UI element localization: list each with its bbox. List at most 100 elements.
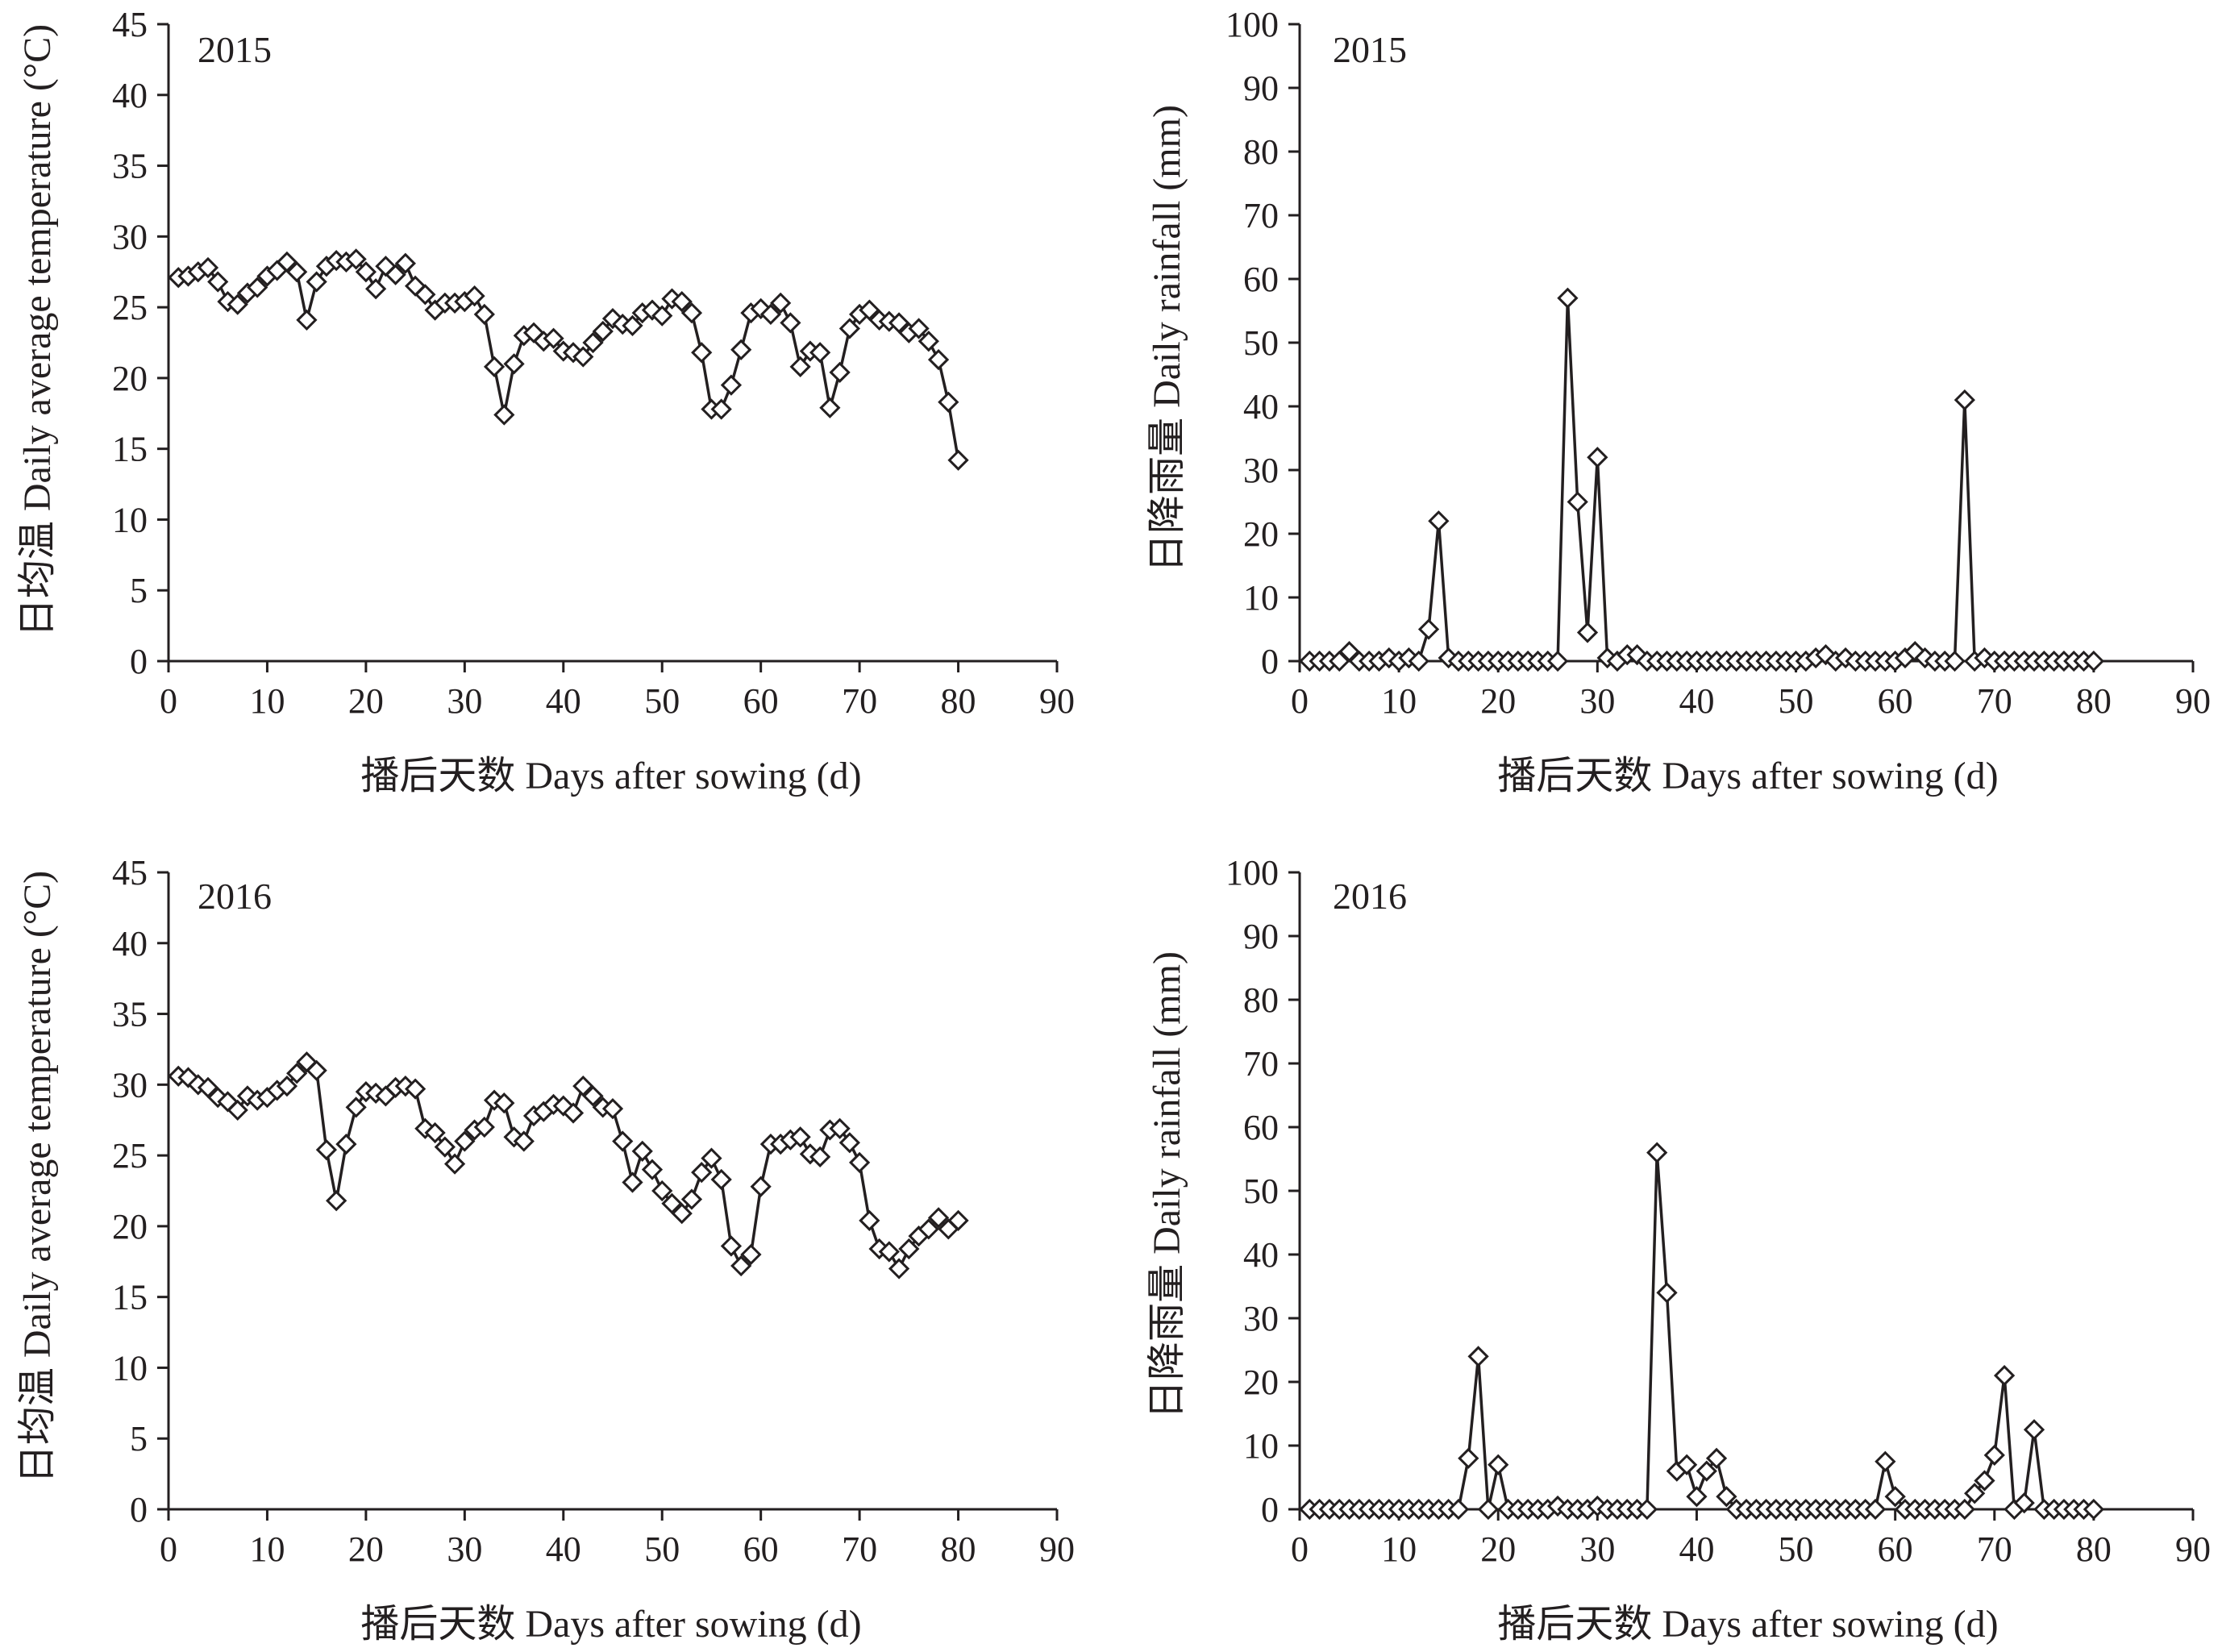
- y-tick-label: 35: [112, 147, 148, 186]
- data-point-marker: [789, 356, 811, 377]
- x-tick-label: 40: [1679, 1529, 1714, 1569]
- data-point-marker: [878, 1241, 900, 1263]
- rainfall-chart-2016: 日降雨量 Daily rainfall (mm) 播后天数 Days after…: [1146, 853, 2211, 1646]
- data-point-marker: [888, 312, 910, 334]
- data-point-marker: [809, 342, 831, 364]
- y-tick-label: 100: [1225, 5, 1279, 44]
- data-point-marker: [247, 277, 268, 298]
- data-point-marker: [582, 331, 604, 354]
- data-point-marker: [227, 1099, 248, 1121]
- data-point-marker: [641, 299, 664, 321]
- y-tick-label: 80: [1243, 980, 1279, 1020]
- x-tick-label: 50: [1779, 1529, 1814, 1569]
- data-point-marker: [750, 1176, 772, 1197]
- data-point-marker: [345, 248, 367, 270]
- x-tick-label: 10: [249, 1529, 285, 1569]
- data-point-marker: [513, 1130, 535, 1152]
- data-point-marker: [1864, 1498, 1887, 1521]
- data-point-marker: [335, 1133, 357, 1155]
- y-tick-label: 30: [112, 1065, 148, 1105]
- data-point-marker: [1993, 1364, 2016, 1387]
- y-tick-label: 25: [112, 1136, 148, 1176]
- x-tick-label: 90: [1039, 1529, 1075, 1569]
- data-point-marker: [543, 327, 564, 349]
- series-line: [1309, 1151, 2094, 1511]
- data-point-marker: [691, 1162, 713, 1184]
- y-tick-label: 60: [1243, 260, 1279, 299]
- data-point-marker: [1467, 1346, 1489, 1367]
- y-tick-label: 20: [112, 359, 148, 398]
- x-tick-label: 10: [1381, 681, 1417, 721]
- data-point-marker: [927, 348, 950, 371]
- y-tick-label: 10: [112, 1348, 148, 1388]
- data-point-marker: [601, 1098, 624, 1120]
- data-point-marker: [2083, 650, 2105, 672]
- y-axis-label: 日降雨量 Daily rainfall (mm): [1146, 951, 1188, 1419]
- x-tick-label: 40: [546, 1529, 581, 1569]
- data-point-marker: [1488, 1454, 1509, 1475]
- x-tick-label: 30: [1579, 1529, 1615, 1569]
- data-point-marker: [1428, 510, 1450, 532]
- y-tick-label: 20: [112, 1207, 148, 1246]
- x-tick-label: 50: [644, 681, 680, 721]
- data-point-marker: [701, 1147, 722, 1169]
- data-point-marker: [829, 1117, 851, 1139]
- data-point-marker: [1686, 1486, 1708, 1508]
- x-tick-label: 70: [1977, 1529, 2012, 1569]
- x-tick-label: 40: [1679, 681, 1714, 721]
- data-point-marker: [197, 1076, 219, 1098]
- y-tick-label: 40: [1243, 1235, 1279, 1275]
- data-point-marker: [454, 1130, 476, 1152]
- data-point-marker: [1338, 641, 1360, 663]
- data-point-marker: [473, 1116, 495, 1138]
- data-point-marker: [562, 1102, 585, 1124]
- x-tick-label: 30: [447, 681, 482, 721]
- x-tick-label: 30: [447, 1529, 482, 1569]
- y-tick-label: 70: [1243, 196, 1279, 235]
- data-point-marker: [1954, 389, 1975, 411]
- data-point-marker: [424, 1121, 446, 1144]
- data-point-marker: [177, 1067, 199, 1088]
- series-line: [177, 1060, 959, 1271]
- data-point-marker: [661, 1192, 683, 1214]
- y-tick-label: 45: [112, 5, 148, 44]
- data-point-marker: [809, 1146, 831, 1167]
- data-point-marker: [740, 1243, 762, 1266]
- data-point-marker: [227, 293, 248, 315]
- data-point-marker: [710, 1168, 732, 1191]
- chart-title-year: 2015: [198, 29, 272, 70]
- data-point-marker: [414, 1117, 436, 1139]
- data-point-marker: [730, 339, 752, 360]
- data-point-marker: [276, 251, 298, 273]
- data-point-marker: [276, 1075, 298, 1097]
- data-point-marker: [1974, 1470, 1995, 1492]
- y-tick-label: 35: [112, 995, 148, 1034]
- y-tick-label: 50: [1243, 323, 1279, 363]
- data-point-marker: [947, 449, 969, 471]
- x-tick-label: 70: [1977, 681, 2012, 721]
- temperature-chart-2016: 日均温 Daily average temperature (°C) 播后天数 …: [16, 853, 1075, 1646]
- data-point-marker: [385, 264, 406, 285]
- data-point-marker: [296, 309, 318, 331]
- data-point-marker: [1716, 1486, 1737, 1508]
- data-point-marker: [680, 302, 703, 324]
- data-point-marker: [306, 1059, 327, 1081]
- y-tick-label: 0: [1261, 642, 1279, 681]
- data-point-marker: [1964, 1483, 1986, 1504]
- data-point-marker: [601, 308, 624, 330]
- x-tick-label: 0: [160, 1529, 177, 1569]
- x-tick-label: 50: [1779, 681, 1814, 721]
- data-point-marker: [1408, 650, 1429, 672]
- data-point-marker: [1983, 1444, 2005, 1466]
- x-tick-label: 80: [941, 681, 976, 721]
- data-point-marker: [759, 303, 782, 326]
- y-tick-label: 5: [130, 571, 148, 610]
- x-tick-label: 0: [1291, 1529, 1309, 1569]
- data-point-marker: [434, 1136, 456, 1158]
- data-point-marker: [394, 252, 416, 274]
- temperature-chart-2015: 日均温 Daily average temperature (°C) 播后天数 …: [16, 5, 1075, 797]
- y-tick-label: 0: [130, 642, 148, 681]
- data-point-marker: [1954, 1498, 1975, 1521]
- data-point-marker: [720, 374, 743, 396]
